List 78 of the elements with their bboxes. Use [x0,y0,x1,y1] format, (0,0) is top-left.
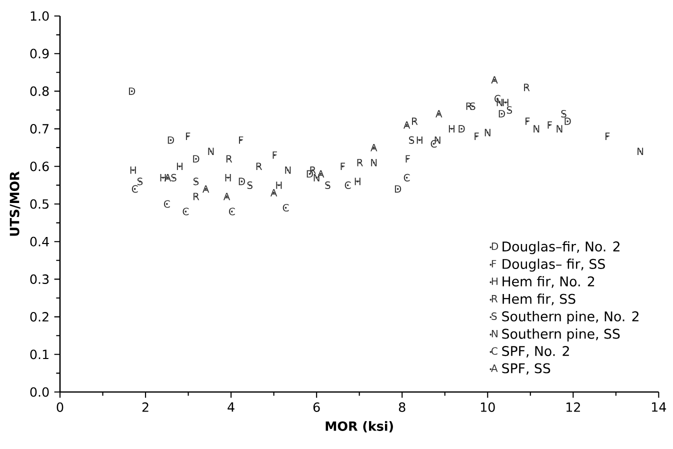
data-label: H [176,162,183,170]
x-tick-label: 2 [142,402,148,412]
data-label: S [561,110,566,118]
text: D [492,242,498,250]
data-label: A [270,189,278,196]
data-label: A [491,76,498,84]
x-tick-label: 8 [398,402,406,412]
text: H [492,278,498,285]
data-label: R [357,159,363,166]
data-label: C [182,208,189,216]
data-label: N [434,136,440,144]
data-label: N [556,125,562,132]
data-label: H [354,178,360,186]
data-label: C [228,208,235,216]
y-tick-label: 0.2 [30,312,48,322]
data-label: D [564,118,571,125]
data-label: N [638,148,644,155]
y-tick-label: 0.0 [30,387,49,397]
data-label: C [344,181,351,189]
legend-label: SPF, SS [502,363,550,375]
data-label: A [370,144,378,152]
y-tick-label: 0.5 [30,199,48,209]
data-label: H [448,125,454,132]
data-label: N [534,125,540,132]
data-label: A [223,192,230,200]
data-label: D [394,185,402,193]
y-tick-label: 0.6 [30,162,49,172]
x-tick-label: 12 [566,402,580,412]
legend-label: Hem fir, SS [502,294,576,306]
x-tick-label: 14 [652,402,666,412]
data-label: A [436,110,442,118]
data-label: C [404,174,410,182]
data-label: H [276,182,282,189]
data-label: D [128,88,136,95]
data-label: D [238,178,245,186]
data-label: R [524,84,530,92]
data-label: H [225,174,231,182]
data-label: S [325,181,330,189]
text: S [492,312,497,320]
y-tick-label: 0.4 [30,236,49,246]
x-tick-label: 10 [480,402,495,412]
legend-label: Douglas–fir, No. 2 [502,241,620,254]
legend-label: Douglas– fir, SS [502,258,605,272]
text: A [491,364,498,372]
x-tick-label: 0 [56,402,64,412]
data-label: C [132,185,138,193]
data-label: N [371,159,377,166]
data-label: H [502,98,508,106]
data-label: C [430,140,437,148]
text: F [492,260,496,268]
text: R [492,295,498,302]
data-label: D [193,155,200,163]
y-axis-title: UTS/MOR [10,171,20,236]
text: N [492,330,498,338]
y-tick-label: 0.3 [30,274,49,284]
data-label: F [474,132,479,140]
data-label: D [168,136,174,144]
legend-label: Southern pine, SS [502,328,620,342]
data-label: S [171,174,176,182]
text: C [492,347,498,355]
x-tick-label: 4 [228,402,234,412]
data-label: N [484,128,490,136]
data-label: C [282,204,289,212]
data-label: A [202,185,210,193]
x-axis-title: MOR (ksi) [326,421,393,432]
y-tick-label: 0.8 [30,86,49,96]
legend-label: SPF, No. 2 [502,346,569,358]
data-label: D [458,125,465,132]
y-tick-label: 1.0 [30,11,49,21]
x-tick-label: 6 [313,402,320,412]
data-label: A [403,121,410,129]
legend-label: Hem fir, No. 2 [502,276,594,288]
y-tick-label: 0.9 [30,48,49,58]
data-label: C [164,200,170,208]
data-label: D [498,110,505,118]
y-tick-label: 0.7 [30,124,49,134]
y-tick-label: 0.1 [30,350,48,360]
legend-label: Southern pine, No. 2 [502,311,638,324]
